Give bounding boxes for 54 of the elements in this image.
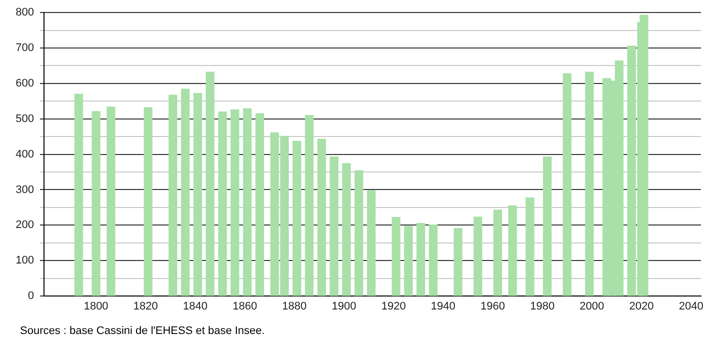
y-tick-label: 100 — [16, 254, 34, 267]
bar — [416, 223, 426, 296]
y-tick-label: 600 — [16, 77, 34, 90]
x-tick-label: 1980 — [530, 300, 555, 313]
x-tick-label: 1800 — [84, 300, 108, 313]
x-tick-label: 1860 — [232, 300, 258, 313]
bar — [168, 94, 178, 296]
x-tick-label: 1960 — [480, 300, 505, 313]
bar — [255, 113, 264, 296]
x-tick-label: 1940 — [430, 300, 456, 313]
x-tick-label: 1900 — [332, 300, 356, 313]
x-tick-label: 1880 — [282, 300, 307, 313]
bar — [493, 210, 502, 296]
y-tick-label: 700 — [16, 42, 34, 54]
bar — [218, 111, 227, 296]
bar — [74, 94, 84, 296]
bar — [242, 108, 252, 296]
bar — [585, 72, 594, 296]
bar — [392, 217, 400, 296]
bar — [106, 106, 116, 296]
x-tick-label: 2040 — [678, 300, 704, 313]
y-tick-label: 0 — [28, 290, 34, 302]
bar — [206, 72, 214, 296]
y-tick-label: 300 — [16, 184, 34, 196]
x-tick-label: 1920 — [381, 300, 406, 313]
bar — [366, 190, 376, 296]
x-tick-label: 1820 — [133, 300, 158, 313]
bar — [542, 156, 552, 296]
bar — [342, 163, 351, 296]
bar — [474, 216, 482, 296]
y-tick-label: 500 — [16, 112, 34, 125]
bar — [230, 109, 240, 296]
x-tick-label: 1840 — [182, 300, 208, 313]
bar — [454, 228, 462, 296]
bar — [508, 205, 517, 296]
bar — [180, 88, 190, 296]
bar — [193, 93, 202, 296]
bar — [428, 224, 438, 296]
bar — [92, 111, 100, 296]
y-tick-label: 200 — [16, 219, 34, 232]
bar — [526, 198, 534, 296]
y-tick-label: 800 — [16, 6, 34, 19]
bar — [562, 73, 572, 296]
bar — [404, 226, 413, 296]
bar — [330, 156, 338, 296]
bar — [144, 107, 152, 296]
bar — [354, 170, 364, 296]
source-note: Sources : base Cassini de l'EHESS et base Insee. — [20, 325, 265, 337]
x-tick-label: 2000 — [580, 300, 604, 313]
bar — [304, 115, 314, 296]
bar — [292, 140, 302, 296]
bar — [317, 138, 326, 296]
y-tick-label: 400 — [16, 148, 34, 160]
x-tick-label: 2020 — [629, 300, 654, 313]
